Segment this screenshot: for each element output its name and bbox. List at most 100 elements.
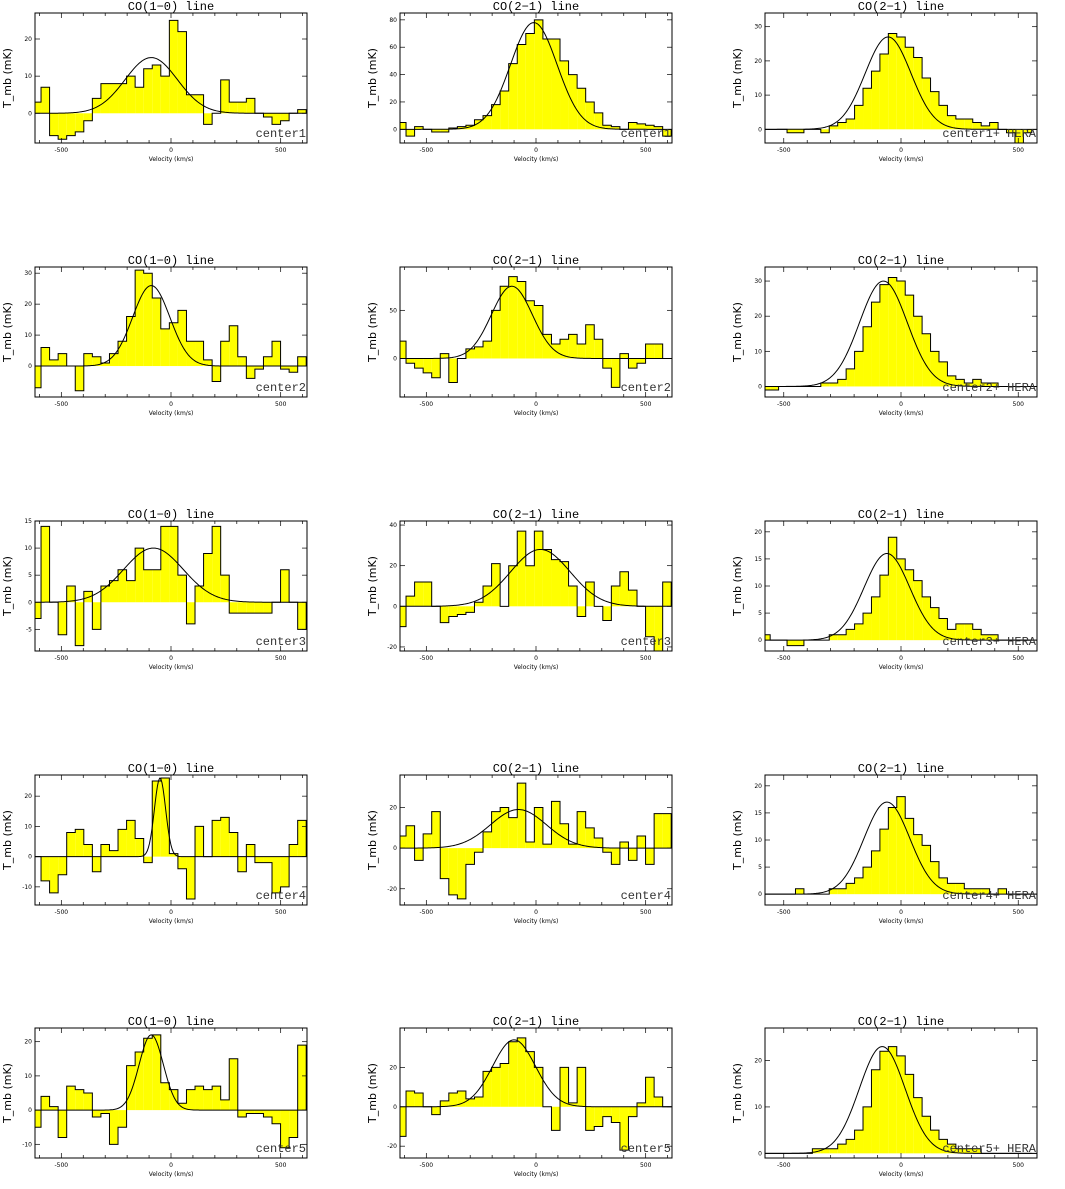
- plot-area: [35, 19, 307, 140]
- x-tick-label: 0: [534, 401, 538, 408]
- bar: [654, 813, 663, 849]
- bar: [483, 115, 492, 130]
- bar: [83, 353, 93, 367]
- bar: [602, 1106, 612, 1117]
- bar: [846, 368, 855, 387]
- bar: [143, 569, 153, 603]
- x-tick-label: -500: [777, 655, 791, 662]
- bar: [186, 341, 196, 367]
- bar: [964, 1148, 973, 1154]
- x-tick-label: -500: [420, 147, 434, 154]
- x-axis-label: Velocity (km/s): [514, 664, 559, 671]
- plot-area: [765, 33, 1037, 143]
- gaussian-fit-line: [400, 285, 672, 359]
- bar: [500, 807, 509, 849]
- bar: [160, 526, 170, 603]
- bar: [203, 1089, 213, 1111]
- y-tick-label: 10: [754, 583, 762, 590]
- bar: [896, 558, 906, 641]
- bar: [568, 334, 578, 359]
- region-label: center2: [256, 381, 306, 395]
- bar: [981, 382, 990, 387]
- y-tick-label: -20: [387, 886, 397, 893]
- spectrum-outline: [765, 796, 1032, 895]
- bar: [474, 848, 484, 853]
- x-tick-label: 500: [640, 909, 652, 916]
- bar: [400, 606, 407, 627]
- bar: [465, 1098, 475, 1107]
- plot-area: [400, 19, 672, 137]
- y-axis-label: T_mb (mK): [1, 302, 14, 363]
- bar: [440, 848, 449, 879]
- region-label: center5+ HERA: [942, 1142, 1036, 1156]
- bar: [75, 366, 84, 391]
- x-axis-label: Velocity (km/s): [879, 918, 924, 925]
- bar: [440, 129, 449, 133]
- bar: [551, 801, 561, 849]
- bar: [92, 1110, 101, 1117]
- bar: [628, 1106, 638, 1117]
- gaussian-fit-line: [765, 36, 1037, 130]
- bar: [100, 83, 110, 114]
- bar: [611, 126, 620, 130]
- bar: [41, 87, 50, 114]
- bar: [474, 602, 484, 607]
- bar: [92, 356, 101, 367]
- bar: [846, 1139, 855, 1154]
- x-axis-label: Velocity (km/s): [514, 918, 559, 925]
- region-label: center5: [621, 1142, 671, 1156]
- bar: [964, 119, 973, 130]
- gaussian-fit-line: [35, 547, 307, 603]
- bar: [177, 31, 187, 114]
- y-tick-label: 0: [393, 126, 397, 133]
- bar: [972, 379, 982, 387]
- bar: [846, 119, 855, 130]
- spectrum-outline: [35, 525, 307, 647]
- bar: [406, 129, 415, 137]
- bar: [525, 565, 535, 607]
- y-tick-label: 0: [28, 599, 32, 606]
- plot-area: [400, 530, 672, 651]
- bar: [517, 531, 526, 607]
- bar: [602, 848, 612, 853]
- bar: [483, 341, 492, 359]
- bar: [474, 346, 484, 359]
- x-axis-label: Velocity (km/s): [149, 410, 194, 417]
- y-tick-label: 10: [24, 823, 32, 830]
- bar: [879, 284, 889, 387]
- bar: [152, 1034, 161, 1111]
- x-tick-label: 0: [534, 1162, 538, 1169]
- spectrum-panel-15: 0 10 20 -500 0 500 CO(2−1) line center5+ HERA Ve…: [731, 1015, 1038, 1178]
- bar: [1023, 129, 1032, 133]
- plot-area: [765, 796, 1037, 895]
- x-tick-label: -500: [55, 655, 69, 662]
- bar: [483, 831, 492, 849]
- panel-title: CO(2−1) line: [858, 254, 944, 268]
- bar: [628, 358, 638, 369]
- bar: [534, 19, 543, 130]
- bar: [126, 580, 136, 603]
- x-tick-label: 0: [169, 401, 173, 408]
- bar: [406, 1091, 415, 1107]
- plot-area: [35, 269, 307, 392]
- plot-area: [765, 1046, 1037, 1154]
- bar: [118, 569, 127, 603]
- bar: [457, 848, 466, 899]
- spectrum-panel-11: -20 0 20 -500 0 500 CO(2−1) line center4 Velocit…: [366, 762, 673, 925]
- x-tick-label: -500: [777, 909, 791, 916]
- bar: [765, 634, 771, 641]
- bar: [237, 602, 247, 614]
- bar: [100, 586, 110, 603]
- bar: [49, 113, 59, 136]
- bar: [854, 877, 864, 895]
- y-tick-label: 10: [754, 1104, 762, 1111]
- bar: [829, 125, 838, 130]
- bar: [118, 829, 127, 857]
- bar: [981, 888, 990, 895]
- bar: [938, 877, 948, 895]
- bar: [602, 358, 612, 369]
- bar: [964, 382, 973, 387]
- spectrum-panel-12: 0 5 10 15 20 -500 0 500 CO(2−1) line center4+ HER…: [731, 762, 1038, 925]
- spectrum-outline: [35, 19, 307, 140]
- bar: [35, 602, 42, 619]
